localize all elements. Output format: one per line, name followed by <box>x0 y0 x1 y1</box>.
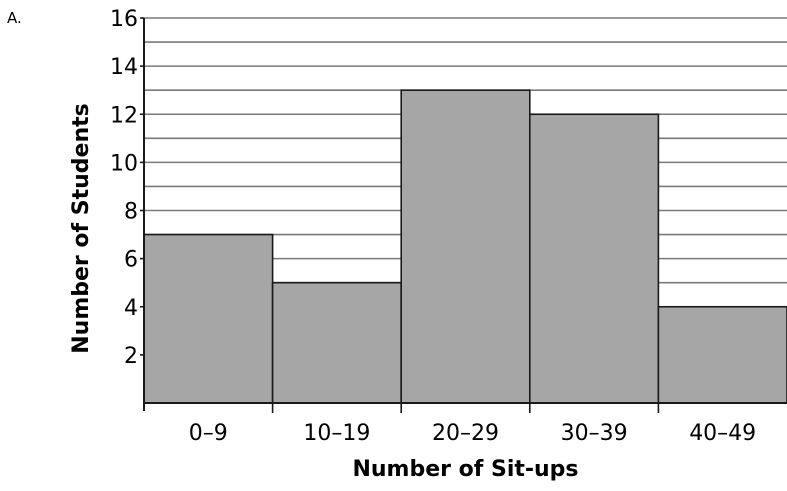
axes <box>140 17 787 413</box>
y-tick-label: 16 <box>110 7 138 32</box>
y-tick-label: 14 <box>110 55 138 80</box>
answer-option-label: A. <box>7 9 22 27</box>
y-tick-label: 6 <box>124 248 138 273</box>
y-tick-label: 12 <box>110 103 138 128</box>
y-tick-label: 2 <box>124 344 138 369</box>
x-tick-label: 30–39 <box>561 421 628 446</box>
bars <box>143 89 787 404</box>
y-tick-labels: 2 4 6 8 10 12 14 16 <box>110 7 138 369</box>
x-tick-label: 10–19 <box>303 421 370 446</box>
y-tick-label: 10 <box>110 151 138 176</box>
bar-10–19 <box>271 281 403 404</box>
x-tick-label: 0–9 <box>189 421 228 446</box>
bar-20–29 <box>400 89 531 404</box>
bar-30–39 <box>528 113 660 404</box>
y-axis-title: Number of Students <box>69 103 94 354</box>
bar-40–49 <box>657 305 787 404</box>
y-tick-label: 8 <box>124 200 138 225</box>
x-tick-label: 40–49 <box>689 421 756 446</box>
x-tick-labels: 0–9 10–19 20–29 30–39 40–49 <box>189 421 756 446</box>
bar-0–9 <box>143 233 274 404</box>
y-tick-label: 4 <box>124 296 138 321</box>
x-tick-label: 20–29 <box>432 421 499 446</box>
x-axis-title: Number of Sit-ups <box>352 457 578 482</box>
